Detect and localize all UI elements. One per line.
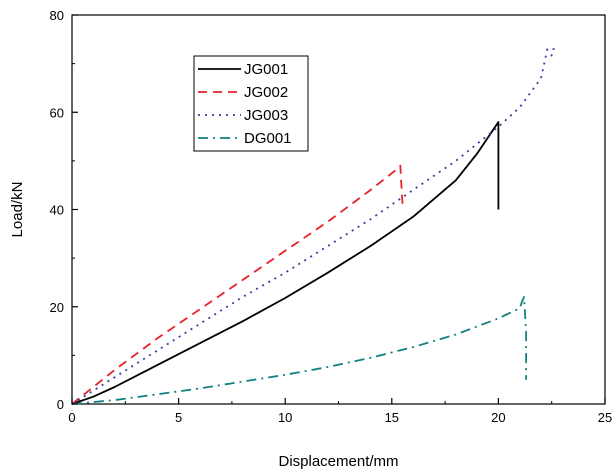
legend-label-jg002: JG002: [244, 84, 288, 101]
legend-label-jg003: JG003: [244, 107, 288, 124]
x-axis-title: Displacement/mm: [278, 453, 398, 470]
y-tick-label: 20: [50, 300, 64, 315]
legend-label-jg001: JG001: [244, 61, 288, 78]
plot-area-frame: [71, 14, 606, 405]
legend-box: [193, 55, 309, 152]
x-tick-label: 15: [385, 410, 399, 425]
y-tick-label: 0: [57, 397, 64, 412]
legend: JG001 JG002 JG003 DG001: [193, 55, 309, 152]
x-tick-label: 10: [278, 410, 292, 425]
series-line-dg001: [71, 296, 527, 405]
x-tick-label: 0: [68, 410, 75, 425]
y-tick-label: 40: [50, 203, 64, 218]
series-line-jg002: [71, 164, 404, 405]
y-tick-label: 60: [50, 105, 64, 120]
y-tick-label: 80: [50, 8, 64, 23]
x-tick-label: 20: [491, 410, 505, 425]
legend-label-dg001: DG001: [244, 130, 292, 147]
series-lines: [71, 48, 555, 405]
series-line-jg001: [71, 121, 500, 405]
series-line-jg003: [71, 48, 555, 405]
x-tick-label: 5: [175, 410, 182, 425]
plot-frame: [71, 14, 606, 405]
axis-ticks: 0 5 10 15 20 25 0 20 40 60 80: [50, 8, 613, 425]
y-axis-title: Load/kN: [9, 182, 26, 238]
x-tick-label: 25: [598, 410, 612, 425]
